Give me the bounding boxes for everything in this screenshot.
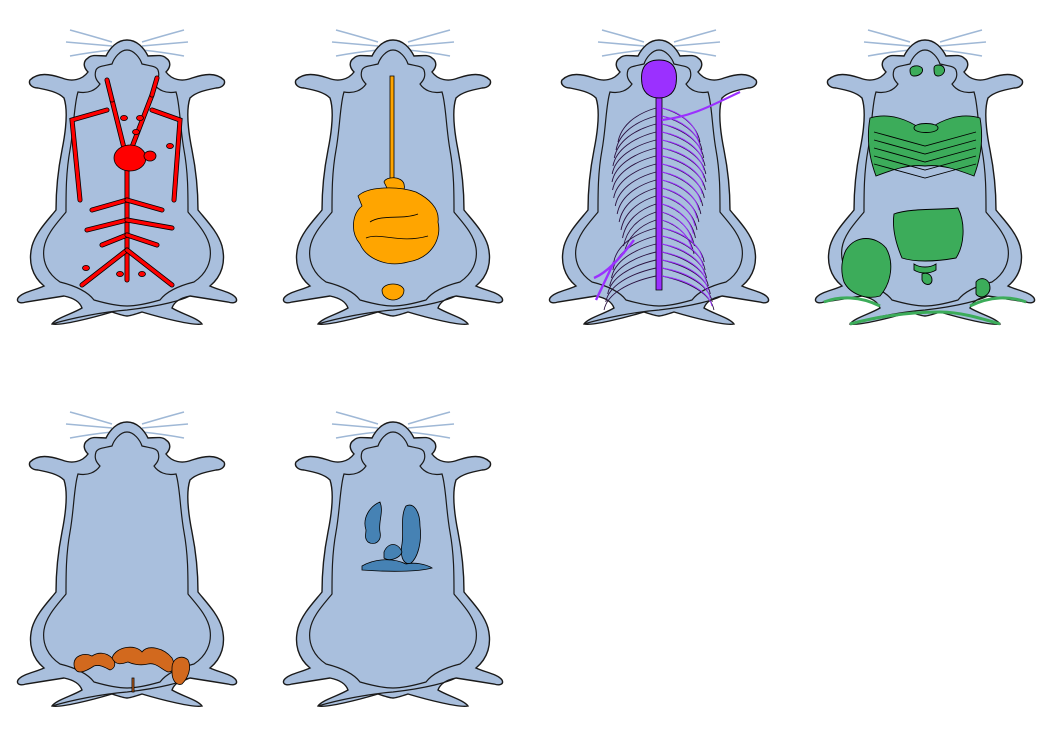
panel-respiratory-system bbox=[282, 411, 504, 708]
panel-circulatory-system bbox=[16, 29, 238, 326]
reproductive-system-organs bbox=[73, 646, 190, 693]
panel-reproductive-system bbox=[16, 411, 238, 708]
digestive-system-organs bbox=[353, 75, 440, 301]
muscular-system-organs bbox=[823, 64, 1027, 326]
nervous-system-organs bbox=[593, 59, 741, 311]
panel-muscular-system bbox=[814, 29, 1036, 326]
circulatory-system-organs bbox=[69, 75, 183, 288]
respiratory-system-organs bbox=[361, 501, 433, 572]
panel-nervous-system bbox=[548, 29, 770, 326]
panel-digestive-system bbox=[282, 29, 504, 326]
